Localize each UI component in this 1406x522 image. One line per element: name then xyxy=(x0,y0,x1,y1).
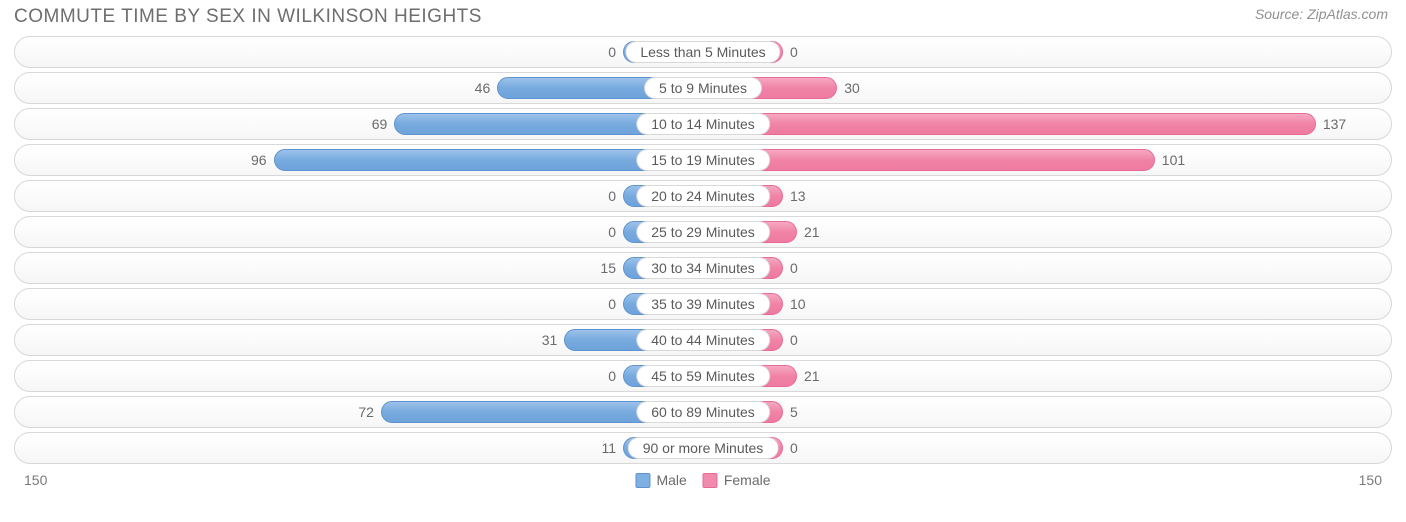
male-value: 69 xyxy=(372,116,388,132)
male-value: 0 xyxy=(608,224,616,240)
male-value: 0 xyxy=(608,368,616,384)
axis-max-left: 150 xyxy=(24,472,47,488)
category-label: 45 to 59 Minutes xyxy=(636,365,770,387)
category-label: 10 to 14 Minutes xyxy=(636,113,770,135)
male-value: 15 xyxy=(600,260,616,276)
male-value: 0 xyxy=(608,188,616,204)
female-value: 137 xyxy=(1323,116,1346,132)
axis-max-right: 150 xyxy=(1359,472,1382,488)
legend-label-male: Male xyxy=(656,472,686,488)
female-value: 10 xyxy=(790,296,806,312)
male-value: 72 xyxy=(358,404,374,420)
chart-title: COMMUTE TIME BY SEX IN WILKINSON HEIGHTS xyxy=(14,6,482,28)
chart-header: COMMUTE TIME BY SEX IN WILKINSON HEIGHTS… xyxy=(0,0,1406,32)
category-label: 60 to 89 Minutes xyxy=(636,401,770,423)
male-value: 0 xyxy=(608,296,616,312)
chart-row: 0 21 25 to 29 Minutes xyxy=(14,216,1392,248)
female-bar: 101 xyxy=(703,149,1155,171)
chart-row: 72 5 60 to 89 Minutes xyxy=(14,396,1392,428)
female-value: 5 xyxy=(790,404,798,420)
chart-row: 0 10 35 to 39 Minutes xyxy=(14,288,1392,320)
category-label: 20 to 24 Minutes xyxy=(636,185,770,207)
female-value: 0 xyxy=(790,44,798,60)
chart-row: 0 0 Less than 5 Minutes xyxy=(14,36,1392,68)
chart-row: 0 21 45 to 59 Minutes xyxy=(14,360,1392,392)
male-value: 46 xyxy=(475,80,491,96)
female-value: 0 xyxy=(790,332,798,348)
chart-area: 0 0 Less than 5 Minutes 46 30 5 to 9 Minutes 6… xyxy=(0,32,1406,464)
female-value: 21 xyxy=(804,224,820,240)
category-label: 40 to 44 Minutes xyxy=(636,329,770,351)
chart-row: 15 0 30 to 34 Minutes xyxy=(14,252,1392,284)
female-value: 30 xyxy=(844,80,860,96)
chart-footer: 150 Male Female 150 xyxy=(0,468,1406,492)
female-swatch-icon xyxy=(703,473,718,488)
category-label: 30 to 34 Minutes xyxy=(636,257,770,279)
female-bar: 137 xyxy=(703,113,1316,135)
male-value: 0 xyxy=(608,44,616,60)
female-value: 0 xyxy=(790,260,798,276)
female-value: 101 xyxy=(1162,152,1185,168)
category-label: 90 or more Minutes xyxy=(628,437,779,459)
category-label: 35 to 39 Minutes xyxy=(636,293,770,315)
legend-item-male: Male xyxy=(635,472,686,488)
female-value: 21 xyxy=(804,368,820,384)
chart-row: 46 30 5 to 9 Minutes xyxy=(14,72,1392,104)
legend-label-female: Female xyxy=(724,472,771,488)
male-value: 11 xyxy=(601,440,616,456)
female-value: 0 xyxy=(790,440,798,456)
chart-row: 11 0 90 or more Minutes xyxy=(14,432,1392,464)
male-swatch-icon xyxy=(635,473,650,488)
category-label: 15 to 19 Minutes xyxy=(636,149,770,171)
chart-row: 6913710 to 14 Minutes xyxy=(14,108,1392,140)
chart-row: 31 0 40 to 44 Minutes xyxy=(14,324,1392,356)
category-label: 5 to 9 Minutes xyxy=(644,77,762,99)
category-label: Less than 5 Minutes xyxy=(625,41,780,63)
chart-source: Source: ZipAtlas.com xyxy=(1255,6,1388,22)
category-label: 25 to 29 Minutes xyxy=(636,221,770,243)
male-value: 31 xyxy=(542,332,558,348)
legend: Male Female xyxy=(635,472,770,488)
female-value: 13 xyxy=(790,188,806,204)
male-value: 96 xyxy=(251,152,267,168)
chart-row: 0 13 20 to 24 Minutes xyxy=(14,180,1392,212)
legend-item-female: Female xyxy=(703,472,771,488)
chart-row: 9610115 to 19 Minutes xyxy=(14,144,1392,176)
